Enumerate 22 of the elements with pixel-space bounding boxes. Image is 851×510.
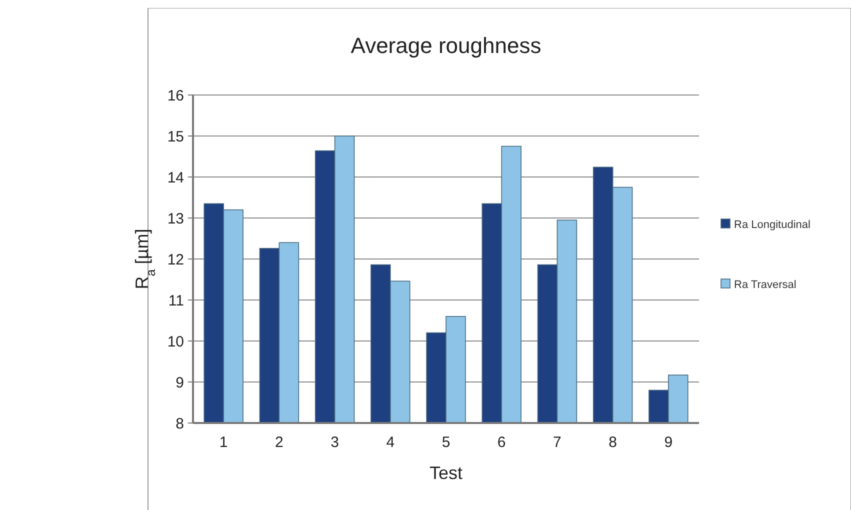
y-tick-label: 15 [167,128,184,146]
y-tick-label: 13 [167,210,184,228]
legend-label: Ra Traversal [734,279,796,291]
x-tick-label: 5 [442,434,450,451]
legend-label: Ra Longitudinal [734,219,810,231]
x-tick-label: 7 [553,434,562,451]
y-tick-label: 10 [167,333,184,350]
x-tick-label: 8 [608,434,617,451]
x-tick-label: 9 [664,434,673,451]
y-tick-label: 14 [167,169,184,186]
x-tick-label: 6 [497,434,506,451]
x-tick-label: 2 [275,434,284,451]
x-tick-label: 4 [386,434,395,451]
y-tick-label: 11 [168,292,184,310]
y-tick-label: 8 [176,415,184,432]
y-tick-label: 9 [176,374,184,392]
y-tick-label: 16 [167,87,184,104]
chart-title: Average roughness [350,33,542,58]
x-tick-label: 3 [330,434,339,451]
x-axis-title: Test [429,463,463,483]
y-tick-label: 12 [167,251,184,268]
x-tick-label: 1 [219,434,228,451]
